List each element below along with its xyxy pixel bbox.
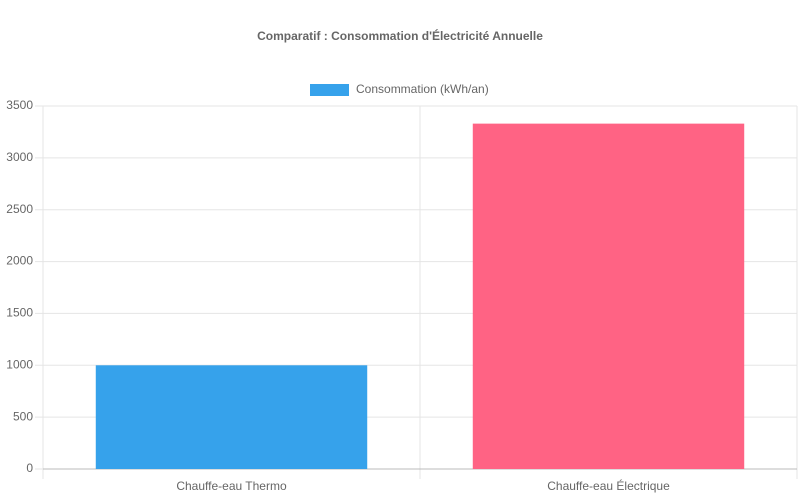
y-tick-label: 3000 xyxy=(6,150,33,164)
bar xyxy=(95,365,368,469)
y-tick-label: 1500 xyxy=(6,306,33,320)
y-tick-label: 2500 xyxy=(6,202,33,216)
chart-title: Comparatif : Consommation d'Électricité … xyxy=(257,28,543,43)
x-tick-label: Chauffe-eau Thermo xyxy=(176,479,287,493)
y-tick-label: 2000 xyxy=(6,254,33,268)
legend-swatch xyxy=(310,84,349,96)
y-tick-label: 1000 xyxy=(6,357,33,371)
y-tick-label: 500 xyxy=(13,409,33,423)
y-tick-label: 3500 xyxy=(6,98,33,112)
x-tick-label: Chauffe-eau Électrique xyxy=(547,478,670,493)
y-tick-label: 0 xyxy=(26,461,33,475)
bar xyxy=(472,123,745,469)
legend-label: Consommation (kWh/an) xyxy=(356,82,489,96)
